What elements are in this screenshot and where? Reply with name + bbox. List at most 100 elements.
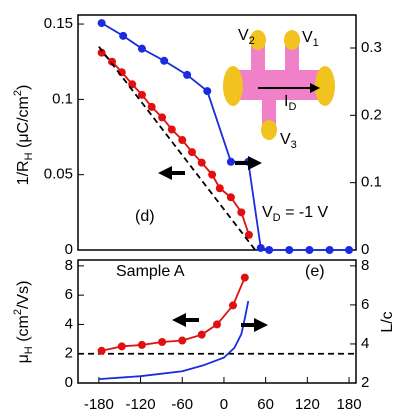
yl-close: /Vs) [15,281,32,309]
y-tick-label: 0.05 [44,166,73,183]
point [215,184,224,193]
point [108,57,117,66]
y2-tick-label: 6 [361,296,369,313]
y2-tick-label: 2 [361,374,369,391]
panel: 0 0.05 0.1 0.15 0 0.1 0.2 0.3 [44,14,382,258]
x-tick-label: 60 [257,396,274,413]
label: V3 [280,131,297,151]
series-line [101,277,246,352]
annotation: VD = -1 V [262,204,329,224]
y2-tick-label: 0 [361,241,369,258]
point [237,208,246,217]
point [178,136,187,145]
point [97,19,106,28]
ann-main: V [262,204,273,221]
y2-tick-label: 0.3 [361,39,382,56]
y2-tick-label: 8 [361,257,369,274]
y2-tick-label: 0.2 [361,106,382,123]
point [158,113,167,122]
panel-label: (d) [135,208,155,225]
y-tick-label: 0.15 [44,15,73,32]
device-diagram: V2 V1 ID V3 [223,27,335,151]
panel: 0 2 4 6 8 2 4 6 8 -180 -120 -60 0 60 120 180 [65,257,370,413]
point [187,148,196,157]
ann-rest: = -1 V [281,204,329,221]
point [137,340,146,349]
label-main: V [280,131,291,148]
y-tick-label: 0.1 [52,90,73,107]
axis-arrows [158,156,268,332]
point [240,273,249,282]
point [244,230,253,239]
contact [261,120,277,140]
y-tick-label: 0 [65,241,73,258]
point [158,338,167,346]
point [265,246,274,254]
series-line [98,46,256,251]
x-tick-label: -60 [171,396,193,413]
x-tick-label: -120 [126,396,156,413]
point [197,158,206,167]
point [97,346,106,355]
yl-close: ) [15,85,32,90]
point [197,330,206,339]
point [226,193,235,202]
yl-sup: 2 [12,309,24,315]
y-tick-label: 2 [65,345,73,362]
y-tick-label: 0 [65,374,73,391]
point [97,48,106,57]
arrow-right [241,318,268,332]
y-axis-label: μH (cm2/Vs) [12,281,35,364]
yl-main: 1/R [15,160,32,185]
plot-frame [77,14,357,251]
point [119,31,128,40]
point [117,342,126,351]
x-tick-label: 120 [295,396,320,413]
point [325,246,334,254]
label: V1 [302,29,319,49]
x-tick-label: -180 [84,396,114,413]
y-tick-label: 6 [65,286,73,303]
point [305,246,314,254]
x-tick-label: 180 [337,396,362,413]
point [137,44,146,53]
point [203,87,212,96]
point [178,336,187,345]
y-tick-label: 4 [65,315,73,332]
arrow-head [310,83,320,93]
contact [250,30,266,50]
label-sub: 1 [313,37,319,49]
sample-label: Sample A [116,263,185,280]
point [167,125,176,134]
point [228,301,237,310]
arrow-left [158,166,185,180]
y2-tick-label: 4 [361,335,369,352]
point [256,243,265,252]
point [285,246,294,254]
y2-tick-label: 0.1 [361,174,382,191]
panel-label: (e) [305,263,325,280]
yl-sub: H [23,346,35,354]
point [345,246,354,254]
y-axis-label: 1/RH (μC/cm2) [12,85,35,186]
contact [223,66,243,106]
point [137,90,146,99]
label-sub: 3 [291,139,297,151]
yl-sup: 2 [12,90,24,96]
yl-unit: (cm [15,315,32,346]
point [226,157,235,166]
point [183,70,192,79]
label-main: V [302,29,313,46]
yl-main: μ [15,354,32,363]
x-tick-label: 0 [220,396,228,413]
yl-sub: H [23,152,35,160]
label-main: I [284,93,288,110]
plot-frame [77,259,357,384]
yl-unit: (μC/cm [15,96,32,152]
label-main: V [238,27,249,44]
label: V2 [238,27,255,47]
label: ID [284,93,296,113]
arrow-right [235,156,262,170]
point [213,320,221,329]
